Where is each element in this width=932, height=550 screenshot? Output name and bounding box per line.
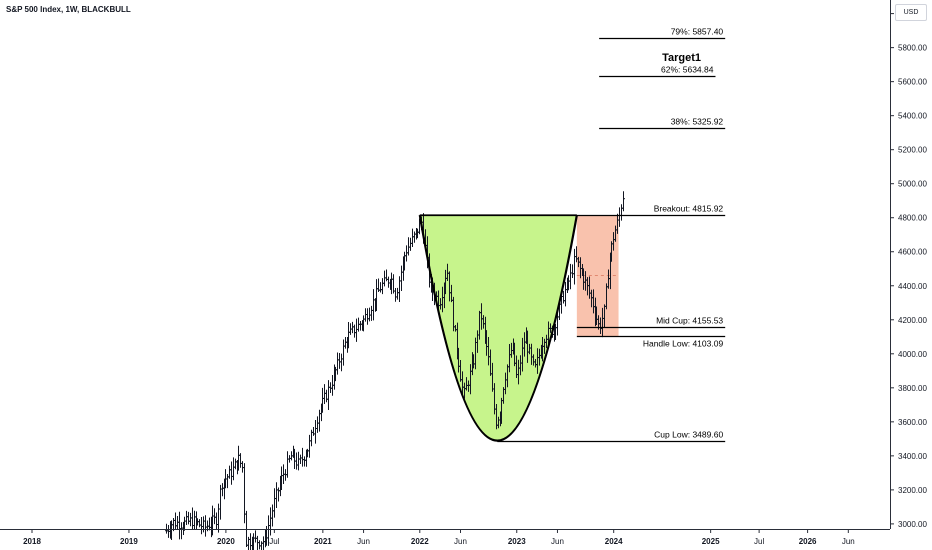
time-tick-label: 2024 (605, 537, 623, 546)
price-tick-label: 3400.00 (898, 452, 927, 461)
price-tick-label: 4600.00 (898, 248, 927, 257)
level-label: 79%: 5857.40 (671, 27, 724, 37)
time-tick-label: 2019 (120, 537, 138, 546)
price-tick-label: 5600.00 (898, 78, 927, 87)
time-tick-label: 2021 (314, 537, 332, 546)
time-tick-label: 2023 (508, 537, 526, 546)
time-axis[interactable]: 2018 2019 2020 Jul 2021 Jun 2022 Jun 2023 Jun 2024… (0, 529, 890, 546)
price-tick-label: 4200.00 (898, 316, 927, 325)
price-tick-label: 3200.00 (898, 486, 927, 495)
level-label: Cup Low: 3489.60 (654, 430, 723, 440)
time-tick-label: 2018 (23, 537, 41, 546)
price-axis[interactable]: 3000.00 3200.00 3400.00 3600.00 3800.00 4000.… (890, 0, 927, 529)
time-tick-label: 2025 (702, 537, 720, 546)
price-tick-label: 3800.00 (898, 384, 927, 393)
time-tick-label: 2022 (411, 537, 429, 546)
time-tick-label: Jun (454, 537, 467, 546)
time-tick-label: Jun (357, 537, 370, 546)
price-tick-label: 4800.00 (898, 214, 927, 223)
level-label: 38%: 5325.92 (671, 117, 724, 127)
price-tick-label: 3000.00 (898, 520, 927, 529)
chart-title: S&P 500 Index, 1W, BLACKBULL (6, 5, 131, 14)
cup-curve (418, 214, 578, 442)
time-tick-label: Jun (551, 537, 564, 546)
target-label: Target1 (662, 52, 701, 64)
time-tick-label: Jul (269, 537, 279, 546)
currency-button[interactable]: USD (895, 4, 927, 21)
level-label: Breakout: 4815.92 (654, 204, 724, 214)
cup-outline (418, 214, 578, 442)
price-tick-label: 5400.00 (898, 112, 927, 121)
level-label: 62%: 5634.84 (661, 65, 714, 75)
price-tick-label: 5800.00 (898, 44, 927, 53)
time-tick-label: Jul (754, 537, 764, 546)
level-label: Handle Low: 4103.09 (643, 339, 724, 349)
price-tick-label: 5200.00 (898, 146, 927, 155)
price-tick-label: 5000.00 (898, 180, 927, 189)
level-label: Mid Cup: 4155.53 (656, 316, 723, 326)
price-bars (165, 191, 625, 550)
price-tick-label: 4400.00 (898, 282, 927, 291)
price-tick-label: 4000.00 (898, 350, 927, 359)
time-tick-label: Jun (842, 537, 855, 546)
time-tick-label: 2020 (217, 537, 235, 546)
time-tick-label: 2026 (799, 537, 817, 546)
price-tick-label: 3600.00 (898, 418, 927, 427)
